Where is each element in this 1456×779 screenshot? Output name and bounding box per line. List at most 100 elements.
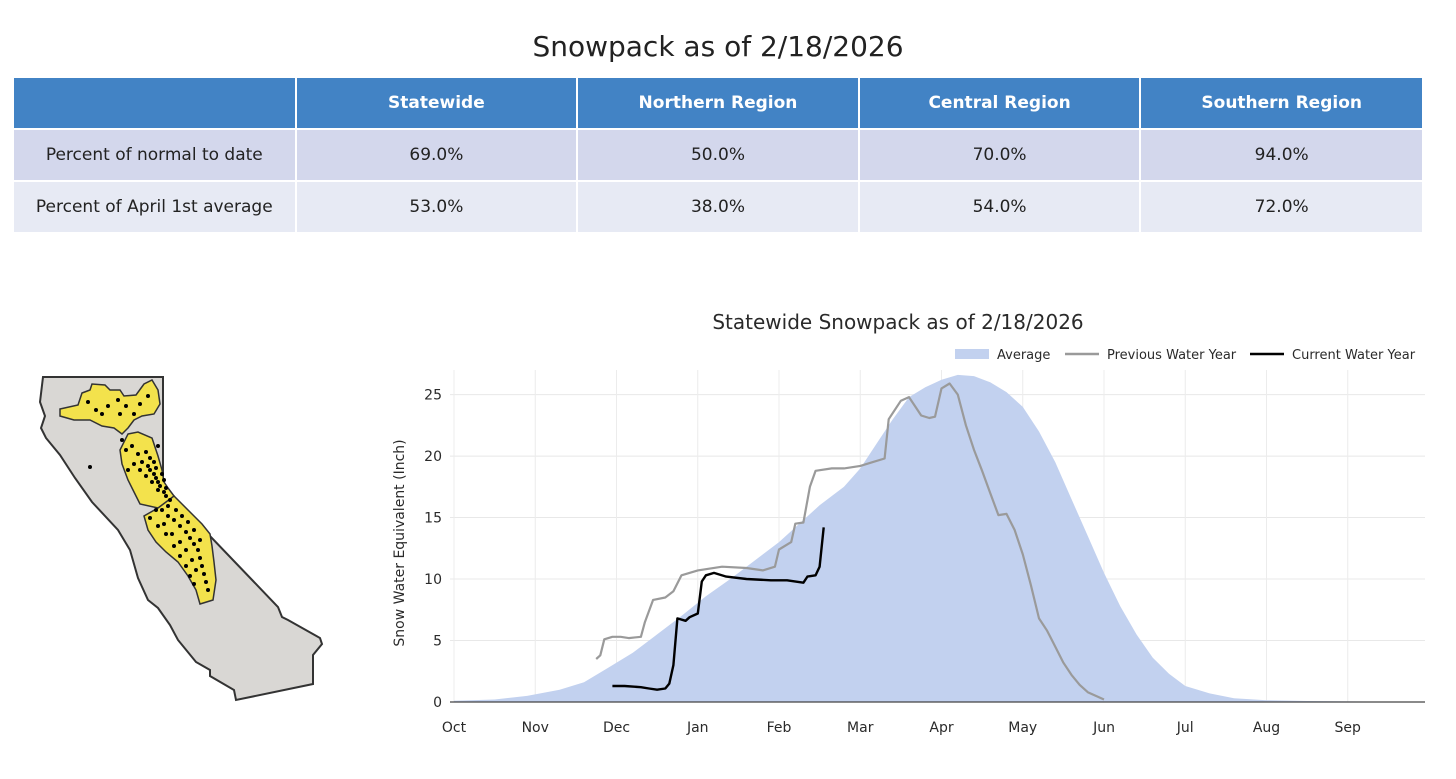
x-tick-label: Jun xyxy=(1092,720,1115,736)
y-tick-label: 0 xyxy=(433,695,442,711)
station-marker xyxy=(144,450,148,454)
station-marker xyxy=(148,456,152,460)
x-tick-label: May xyxy=(1008,720,1037,736)
x-tick-label: Feb xyxy=(767,720,792,736)
station-marker xyxy=(148,516,152,520)
chart-title: Statewide Snowpack as of 2/18/2026 xyxy=(712,310,1083,334)
x-tick-label: Nov xyxy=(522,720,549,736)
chart-series xyxy=(454,374,1425,702)
station-marker xyxy=(146,464,150,468)
table-header-cell: Statewide xyxy=(295,78,579,129)
station-marker xyxy=(126,468,130,472)
table-header-cell xyxy=(14,78,297,129)
station-marker xyxy=(184,548,188,552)
station-marker xyxy=(184,564,188,568)
x-tick-label: Oct xyxy=(442,720,467,736)
table-cell: 50.0% xyxy=(577,128,860,181)
station-marker xyxy=(160,472,164,476)
station-marker xyxy=(118,412,122,416)
legend-swatch-average xyxy=(955,349,989,359)
station-marker xyxy=(178,540,182,544)
x-tick-label: Jan xyxy=(686,720,709,736)
station-marker xyxy=(116,398,120,402)
y-tick-label: 5 xyxy=(433,634,442,650)
station-marker xyxy=(132,462,136,466)
table-header-cell: Northern Region xyxy=(577,78,860,129)
table-header-row: Statewide Northern Region Central Region… xyxy=(14,78,1422,129)
station-marker xyxy=(178,524,182,528)
station-marker xyxy=(86,400,90,404)
table-header-cell: Southern Region xyxy=(1140,78,1422,129)
station-marker xyxy=(88,465,92,469)
series-current-water-year-line xyxy=(612,527,825,691)
station-marker xyxy=(136,452,140,456)
table-header-cell: Central Region xyxy=(858,78,1142,129)
station-marker xyxy=(194,568,198,572)
station-marker xyxy=(160,508,164,512)
station-marker xyxy=(202,572,206,576)
station-marker xyxy=(164,494,168,498)
station-marker xyxy=(192,582,196,586)
station-marker xyxy=(190,558,194,562)
x-tick-label: Dec xyxy=(603,720,630,736)
station-marker xyxy=(166,504,170,508)
legend-label-average: Average xyxy=(997,348,1050,363)
station-marker xyxy=(178,554,182,558)
station-marker xyxy=(106,404,110,408)
station-marker xyxy=(144,474,148,478)
station-marker xyxy=(174,508,178,512)
table-row: Percent of normal to date 69.0% 50.0% 70… xyxy=(14,128,1422,181)
station-marker xyxy=(158,484,162,488)
station-marker xyxy=(132,412,136,416)
y-tick-label: 15 xyxy=(424,511,442,527)
station-marker xyxy=(186,520,190,524)
station-marker xyxy=(204,580,208,584)
row-label: Percent of April 1st average xyxy=(14,180,297,232)
station-marker xyxy=(138,402,142,406)
station-marker xyxy=(152,460,156,464)
station-marker xyxy=(164,532,168,536)
station-marker xyxy=(188,536,192,540)
x-tick-label: Sep xyxy=(1335,720,1362,736)
station-marker xyxy=(188,574,192,578)
station-marker xyxy=(172,544,176,548)
table-row: Percent of April 1st average 53.0% 38.0%… xyxy=(14,180,1422,232)
table-cell: 54.0% xyxy=(858,180,1142,232)
legend-label-current-water-year: Current Water Year xyxy=(1292,348,1416,363)
row-label: Percent of normal to date xyxy=(14,128,297,181)
y-tick-label: 20 xyxy=(424,449,442,465)
series-previous-water-year-line xyxy=(595,382,1105,701)
station-marker xyxy=(200,564,204,568)
station-marker xyxy=(146,394,150,398)
table-cell: 70.0% xyxy=(858,128,1142,181)
station-marker xyxy=(162,490,166,494)
x-tick-label: Jul xyxy=(1176,720,1194,736)
station-marker xyxy=(198,556,202,560)
x-tick-label: Aug xyxy=(1253,720,1280,736)
station-marker xyxy=(192,528,196,532)
y-tick-label: 25 xyxy=(424,388,442,404)
station-marker xyxy=(184,530,188,534)
station-marker xyxy=(192,542,196,546)
chart-legend: Average Previous Water Year Current Water … xyxy=(955,348,1416,363)
station-marker xyxy=(154,466,158,470)
station-marker xyxy=(140,460,144,464)
statewide-snowpack-chart: Statewide Snowpack as of 2/18/2026 0 5 10 1… xyxy=(392,310,1425,736)
station-marker xyxy=(138,468,142,472)
station-marker xyxy=(156,524,160,528)
station-marker xyxy=(156,480,160,484)
station-marker xyxy=(130,444,134,448)
legend-label-previous-water-year: Previous Water Year xyxy=(1107,348,1237,363)
station-marker xyxy=(164,486,168,490)
station-markers xyxy=(86,394,210,592)
station-marker xyxy=(124,448,128,452)
chart-axes: 0 5 10 15 20 25 Oct Nov Dec Jan Feb Mar Apr May Jun Jul… xyxy=(424,388,1425,736)
station-marker xyxy=(94,408,98,412)
table-cell: 72.0% xyxy=(1140,180,1422,232)
station-marker xyxy=(206,588,210,592)
station-marker xyxy=(154,508,158,512)
station-marker xyxy=(120,438,124,442)
station-marker xyxy=(180,514,184,518)
california-snow-region-map xyxy=(38,376,324,702)
station-marker xyxy=(150,480,154,484)
